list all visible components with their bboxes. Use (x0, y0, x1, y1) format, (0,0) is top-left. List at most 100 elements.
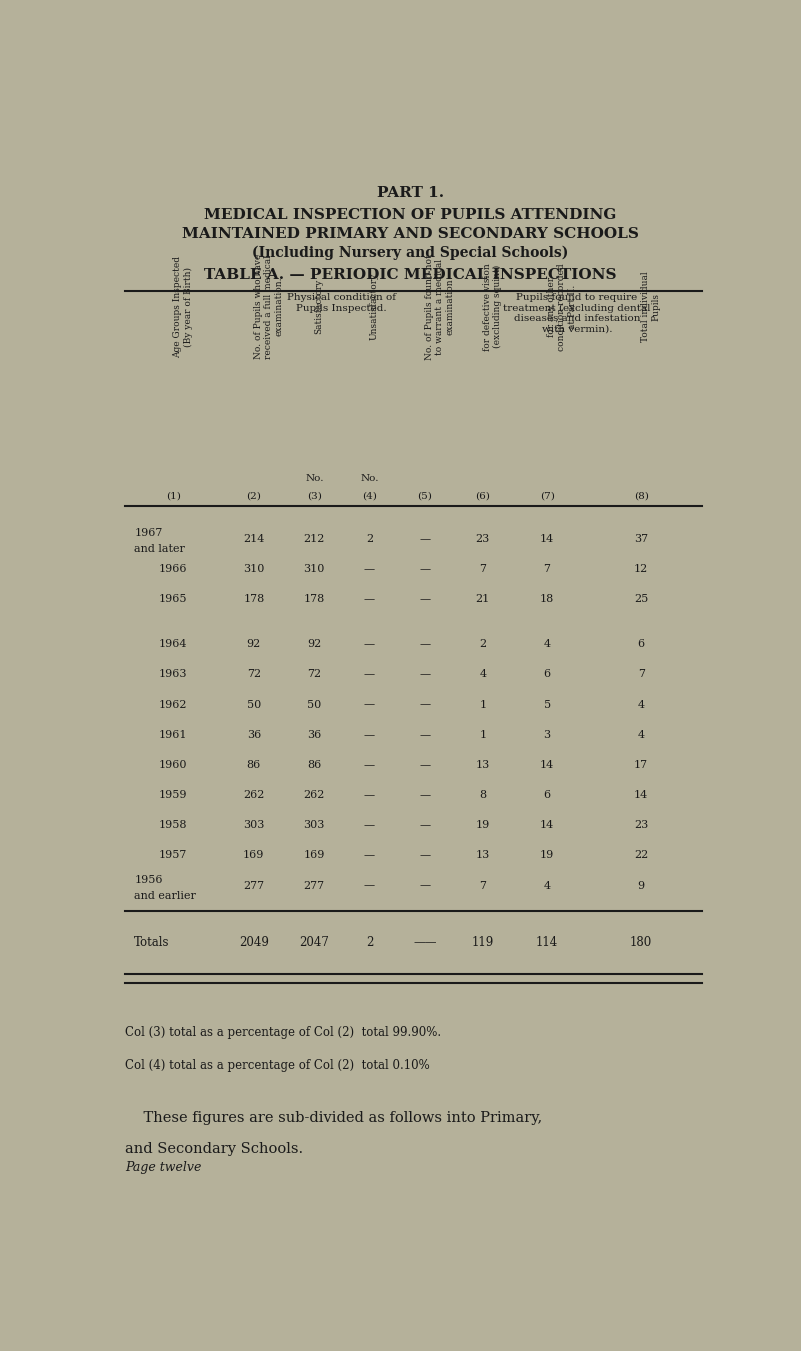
Text: 2: 2 (366, 936, 373, 948)
Text: —: — (364, 639, 375, 650)
Text: Satisfactory: Satisfactory (314, 280, 324, 334)
Text: 310: 310 (304, 563, 325, 574)
Text: 1: 1 (479, 700, 486, 709)
Text: 2: 2 (479, 639, 486, 650)
Text: 14: 14 (634, 790, 648, 800)
Text: 18: 18 (540, 594, 554, 604)
Text: 50: 50 (247, 700, 261, 709)
Text: (Including Nursery and Special Schools): (Including Nursery and Special Schools) (252, 246, 569, 259)
Text: 310: 310 (243, 563, 264, 574)
Text: Col (3) total as a percentage of Col (2)  total 99.90%.: Col (3) total as a percentage of Col (2)… (125, 1025, 441, 1039)
Text: 7: 7 (479, 881, 486, 890)
Text: MAINTAINED PRIMARY AND SECONDARY SCHOOLS: MAINTAINED PRIMARY AND SECONDARY SCHOOLS (182, 227, 639, 240)
Text: 7: 7 (638, 670, 645, 680)
Text: —: — (419, 639, 430, 650)
Text: 14: 14 (540, 820, 554, 831)
Text: 6: 6 (544, 670, 550, 680)
Text: No.: No. (305, 474, 324, 484)
Text: 7: 7 (479, 563, 486, 574)
Text: 180: 180 (630, 936, 652, 948)
Text: 12: 12 (634, 563, 648, 574)
Text: —: — (419, 563, 430, 574)
Text: 36: 36 (247, 730, 261, 740)
Text: (3): (3) (307, 492, 322, 501)
Text: Col (4) total as a percentage of Col (2)  total 0.10%: Col (4) total as a percentage of Col (2)… (125, 1059, 429, 1071)
Text: Page twelve: Page twelve (125, 1161, 201, 1174)
Text: —: — (364, 594, 375, 604)
Text: —: — (364, 761, 375, 770)
Text: 1958: 1958 (159, 820, 187, 831)
Text: and Secondary Schools.: and Secondary Schools. (125, 1142, 303, 1156)
Text: TABLE A. — PERIODIC MEDICAL INSPECTIONS: TABLE A. — PERIODIC MEDICAL INSPECTIONS (204, 269, 617, 282)
Text: 13: 13 (476, 851, 490, 861)
Text: 212: 212 (304, 534, 325, 543)
Text: 14: 14 (540, 534, 554, 543)
Text: 1: 1 (479, 730, 486, 740)
Text: 169: 169 (304, 851, 325, 861)
Text: —: — (364, 700, 375, 709)
Text: 2: 2 (366, 534, 373, 543)
Text: MEDICAL INSPECTION OF PUPILS ATTENDING: MEDICAL INSPECTION OF PUPILS ATTENDING (204, 208, 617, 222)
Text: 1964: 1964 (159, 639, 187, 650)
Text: 4: 4 (479, 670, 486, 680)
Text: 6: 6 (544, 790, 550, 800)
Text: 4: 4 (638, 700, 645, 709)
Text: 86: 86 (247, 761, 261, 770)
Text: 37: 37 (634, 534, 648, 543)
Text: 178: 178 (244, 594, 264, 604)
Text: 2047: 2047 (300, 936, 329, 948)
Text: Pupils found to require
treatment (excluding dental
diseases and infestation
wit: Pupils found to require treatment (exclu… (503, 293, 650, 334)
Text: 1961: 1961 (159, 730, 187, 740)
Text: 22: 22 (634, 851, 648, 861)
Text: 1962: 1962 (159, 700, 187, 709)
Text: 214: 214 (243, 534, 264, 543)
Text: and later: and later (135, 544, 185, 554)
Text: PART 1.: PART 1. (377, 186, 444, 200)
Text: 13: 13 (476, 761, 490, 770)
Text: (7): (7) (540, 492, 554, 501)
Text: —: — (364, 670, 375, 680)
Text: 1959: 1959 (159, 790, 187, 800)
Text: 178: 178 (304, 594, 325, 604)
Text: —: — (419, 700, 430, 709)
Text: 8: 8 (479, 790, 486, 800)
Text: 17: 17 (634, 761, 648, 770)
Text: 1967: 1967 (135, 528, 163, 538)
Text: ——: —— (413, 936, 437, 948)
Text: (6): (6) (476, 492, 490, 501)
Text: 1966: 1966 (159, 563, 187, 574)
Text: 3: 3 (544, 730, 550, 740)
Text: and earlier: and earlier (135, 890, 196, 901)
Text: 277: 277 (244, 881, 264, 890)
Text: 92: 92 (307, 639, 321, 650)
Text: 1965: 1965 (159, 594, 187, 604)
Text: 19: 19 (540, 851, 554, 861)
Text: Physical condition of
Pupils Inspected.: Physical condition of Pupils Inspected. (287, 293, 396, 312)
Text: 86: 86 (307, 761, 321, 770)
Text: 119: 119 (472, 936, 494, 948)
Text: 262: 262 (243, 790, 264, 800)
Text: 23: 23 (476, 534, 490, 543)
Text: 9: 9 (638, 881, 645, 890)
Text: 23: 23 (634, 820, 648, 831)
Text: (2): (2) (247, 492, 261, 501)
Text: —: — (364, 851, 375, 861)
Text: —: — (364, 730, 375, 740)
Text: 277: 277 (304, 881, 325, 890)
Text: 21: 21 (476, 594, 490, 604)
Text: —: — (419, 761, 430, 770)
Text: 36: 36 (307, 730, 321, 740)
Text: —: — (419, 820, 430, 831)
Text: 25: 25 (634, 594, 648, 604)
Text: for any other
condition recorded
at Part II.: for any other condition recorded at Part… (547, 263, 577, 350)
Text: Age Groups Inspected
(By year of Birth): Age Groups Inspected (By year of Birth) (173, 255, 192, 358)
Text: 114: 114 (536, 936, 558, 948)
Text: These figures are sub-divided as follows into Primary,: These figures are sub-divided as follows… (125, 1111, 542, 1125)
Text: 14: 14 (540, 761, 554, 770)
Text: 92: 92 (247, 639, 261, 650)
Text: 262: 262 (304, 790, 325, 800)
Text: for defective vision
(excluding squint): for defective vision (excluding squint) (483, 263, 502, 351)
Text: 169: 169 (243, 851, 264, 861)
Text: 2049: 2049 (239, 936, 268, 948)
Text: 50: 50 (307, 700, 321, 709)
